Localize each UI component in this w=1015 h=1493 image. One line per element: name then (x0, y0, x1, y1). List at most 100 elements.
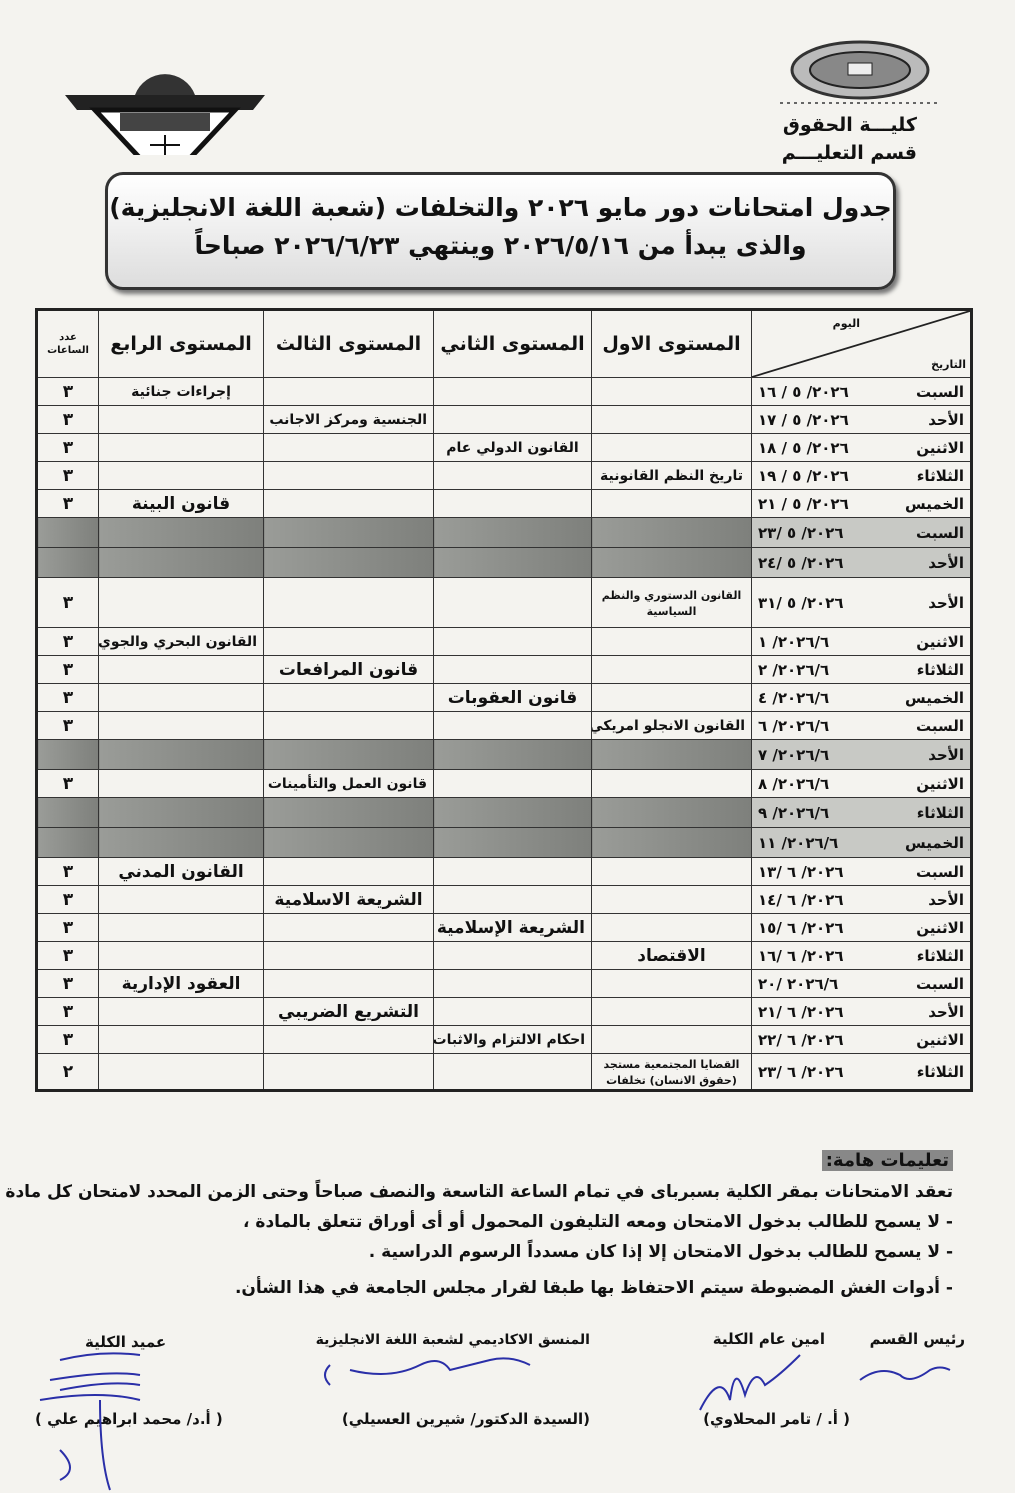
day-date-cell: الأحد ٢٠٢٦/ ٦ /١٤ (751, 885, 972, 914)
table-row: الاثنين ٢٠٢٦/٦/ ٨ قانون العمل والتأمينات ٣ (36, 769, 972, 798)
day-date-cell: الاثنين ٢٠٢٦/٦/ ٨ (751, 769, 972, 798)
subject-name: تاريخ النظم القانونية (600, 467, 743, 484)
exam-date: ٢٠٢٦/ ٦ /١٥ (758, 918, 844, 937)
level-1-subject (591, 885, 752, 914)
corner-header: اليوم التاريخ (751, 309, 972, 378)
exam-date: ٢٠٢٦/ ٥ /٢٣ (758, 523, 844, 542)
level-3-subject (263, 461, 434, 490)
day-date-cell: الخميس ٢٠٢٦/٦/ ٤ (751, 683, 972, 712)
level-3-subject (263, 711, 434, 740)
instruction-item: - لا يسمح للطالب بدخول الامتحان ومعه الت… (243, 1212, 953, 1232)
hours-cell: ٣ (36, 913, 99, 942)
hours-cell: ٣ (36, 1025, 99, 1054)
hours-cell (36, 517, 99, 548)
hours-cell: ٣ (36, 683, 99, 712)
day-date-cell: الثلاثاء ٢٠٢٦/ ٥ / ١٩ (751, 461, 972, 490)
hours-cell: ٣ (36, 857, 99, 886)
level-2-subject: القانون الدولي عام (433, 433, 592, 462)
day-date-cell: السبت ٢٠٢٦/٦ /٢٠ (751, 969, 972, 998)
table-row: الأحد ٢٠٢٦/٦/ ٧ (36, 739, 972, 770)
day-name: الاثنين (916, 632, 964, 651)
day-name: السبت (915, 974, 964, 993)
level-1-subject (591, 517, 752, 548)
level-3-subject (263, 489, 434, 518)
level-2-subject (433, 547, 592, 578)
exam-date: ٢٠٢٦/٦/ ١ (758, 632, 830, 651)
level-2-subject (433, 969, 592, 998)
exam-date: ٢٠٢٦/ ٥ / ١٨ (758, 438, 849, 457)
exam-date: ٢٠٢٦/٦/ ٨ (758, 774, 830, 793)
level-3-subject (263, 517, 434, 548)
level-2-subject: احكام الالتزام والاثبات (433, 1025, 592, 1054)
table-row: السبت ٢٠٢٦/ ٦ /١٣ القانون المدني ٣ (36, 857, 972, 886)
level-1-subject: الاقتصاد (591, 941, 752, 970)
instruction-item: تعقد الامتحانات بمقر الكلية بسبرباى في ت… (0, 1182, 953, 1202)
coordinator-name: (السيدة الدكتور/ شيرين العسيلي) (341, 1410, 590, 1428)
level-4-subject (98, 461, 264, 490)
level-2-subject (433, 461, 592, 490)
day-name: الاثنين (916, 438, 964, 457)
hours-cell: ٣ (36, 941, 99, 970)
exam-date: ٢٠٢٦/٦/ ٧ (758, 745, 830, 764)
subject-name: الشريعة الاسلامية (274, 889, 423, 910)
exam-date: ٢٠٢٦/ ٦ /٢٢ (758, 1030, 844, 1049)
level-1-subject (591, 683, 752, 712)
subject-name: القانون الدولي عام (446, 439, 579, 456)
subject-name: احكام الالتزام والاثبات (433, 1031, 586, 1048)
level-1-subject (591, 1025, 752, 1054)
exam-date: ٢٠٢٦/٦/ ٢ (758, 660, 830, 679)
level-1-subject (591, 857, 752, 886)
faculty-name: كليـــة الحقوق (782, 114, 917, 136)
subject-name: القانون الانجلو امريكي (591, 717, 746, 734)
level-2-subject (433, 857, 592, 886)
day-date-cell: الثلاثاء ٢٠٢٦/٦/ ٩ (751, 797, 972, 828)
table-row: السبت ٢٠٢٦/ ٥ / ١٦ إجراءات جنائية ٣ (36, 377, 972, 406)
hours-cell (36, 547, 99, 578)
exam-date: ٢٠٢٦/٦ /٢٠ (758, 974, 839, 993)
level-1-subject (591, 969, 752, 998)
level-2-subject (433, 997, 592, 1026)
subject-name: إجراءات جنائية (131, 383, 231, 400)
level-3-subject (263, 547, 434, 578)
instruction-item: - لا يسمح للطالب بدخول الامتحان إلا إذا … (368, 1242, 953, 1262)
exam-date: ٢٠٢٦/ ٥ / ١٧ (758, 410, 849, 429)
hours-cell (36, 739, 99, 770)
level-4-subject (98, 797, 264, 828)
day-date-cell: الاثنين ٢٠٢٦/ ٥ / ١٨ (751, 433, 972, 462)
department-name: قسم التعليـــم (781, 142, 917, 164)
level-1-subject (591, 655, 752, 684)
level-4-subject: القانون البحري والجوي (98, 627, 264, 656)
instructions-section: تعليمات هامة: تعقد الامتحانات بمقر الكلي… (0, 1150, 953, 1303)
level-4-subject: العقود الإدارية (98, 969, 264, 998)
level-4-subject (98, 913, 264, 942)
hours-cell: ٢ (36, 1053, 99, 1091)
document-title-box: جدول امتحانات دور مايو ٢٠٢٦ والتخلفات (ش… (105, 172, 896, 290)
level-4-subject (98, 655, 264, 684)
hours-cell: ٣ (36, 885, 99, 914)
level-2-subject (433, 797, 592, 828)
exam-date: ٢٠٢٦/٦/ ٩ (758, 803, 830, 822)
day-date-cell: الثلاثاء ٢٠٢٦/ ٦ /١٦ (751, 941, 972, 970)
level-2-subject (433, 377, 592, 406)
level-3-subject (263, 577, 434, 628)
corner-day-label: اليوم (832, 317, 860, 330)
hours-cell: ٣ (36, 433, 99, 462)
level-1-subject (591, 797, 752, 828)
level-4-subject (98, 547, 264, 578)
day-date-cell: الأحد ٢٠٢٦/ ٥ / ١٧ (751, 405, 972, 434)
level-4-subject (98, 997, 264, 1026)
table-row: الثلاثاء ٢٠٢٦/ ٦ /٢٣ القضايا المجتمعية مست… (36, 1053, 972, 1091)
level-4-subject (98, 433, 264, 462)
day-date-cell: الأحد ٢٠٢٦/ ٥ /٣١ (751, 577, 972, 628)
day-date-cell: الاثنين ٢٠٢٦/ ٦ /١٥ (751, 913, 972, 942)
level-2-subject (433, 827, 592, 858)
hours-cell: ٣ (36, 969, 99, 998)
hours-cell: ٣ (36, 377, 99, 406)
day-name: الثلاثاء (916, 946, 964, 965)
level-4-subject (98, 683, 264, 712)
table-header-row: اليوم التاريخ المستوى الاول المستوى الثا… (36, 309, 972, 378)
level-3-subject (263, 683, 434, 712)
level-4-subject (98, 941, 264, 970)
day-date-cell: الخميس ٢٠٢٦/ ٥ / ٢١ (751, 489, 972, 518)
level-3-subject (263, 941, 434, 970)
